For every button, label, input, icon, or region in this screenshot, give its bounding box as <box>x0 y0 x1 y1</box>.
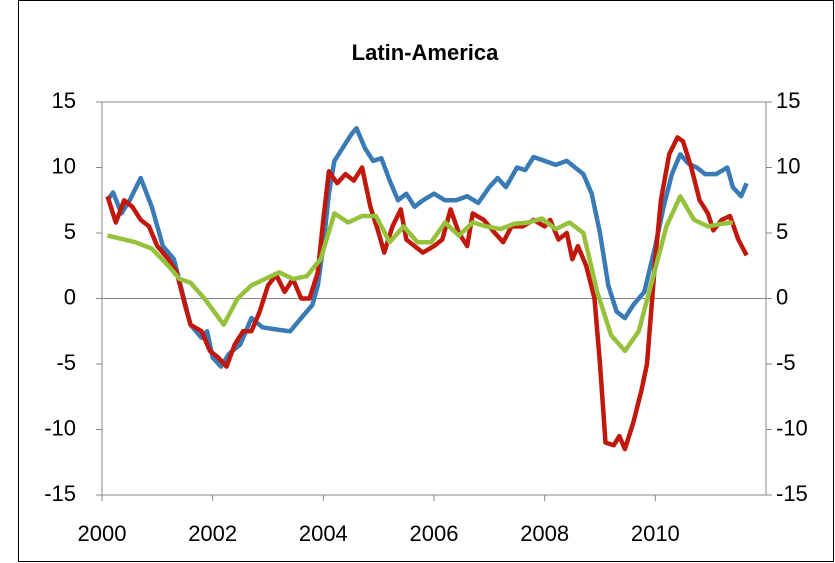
y2-tick-label: 10 <box>776 153 800 178</box>
series-line <box>105 135 749 452</box>
y2-tick-label: -15 <box>776 481 808 506</box>
y2-tick-label: 5 <box>776 219 788 244</box>
y-tick-label: -5 <box>56 350 76 375</box>
chart-title: Latin-America <box>352 40 499 65</box>
series-line <box>106 194 734 354</box>
x-tick-label: 2008 <box>520 521 569 546</box>
x-tick-label: 2006 <box>410 521 459 546</box>
x-tick-label: 2004 <box>299 521 348 546</box>
y-tick-label: 10 <box>52 153 76 178</box>
y-tick-label: 15 <box>52 88 76 113</box>
y-tick-label: 0 <box>64 284 76 309</box>
x-tick-label: 2010 <box>631 521 680 546</box>
y2-tick-label: -5 <box>776 350 796 375</box>
y2-tick-label: 0 <box>776 284 788 309</box>
y-tick-label: -10 <box>44 415 76 440</box>
chart-frame <box>18 0 834 562</box>
x-tick-label: 2002 <box>188 521 237 546</box>
y-tick-label: 5 <box>64 219 76 244</box>
y-tick-label: -15 <box>44 481 76 506</box>
y2-tick-label: 15 <box>776 88 800 113</box>
y2-tick-label: -10 <box>776 415 808 440</box>
x-tick-label: 2000 <box>78 521 127 546</box>
